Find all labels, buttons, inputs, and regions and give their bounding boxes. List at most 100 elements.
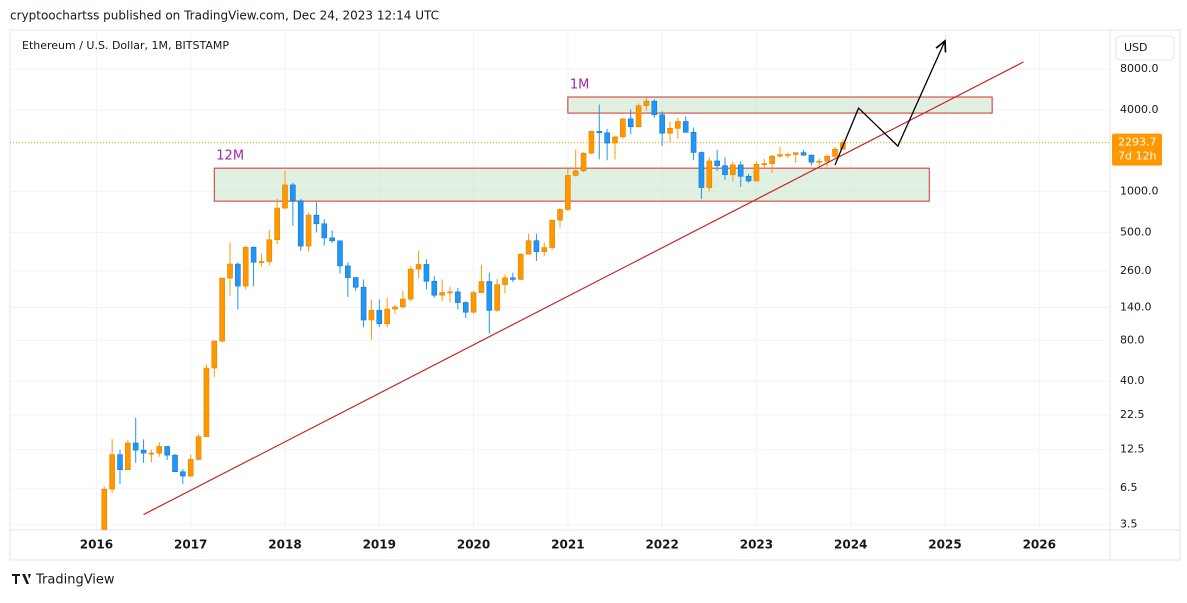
candle-body [682, 121, 689, 133]
candle-body [808, 154, 815, 163]
candle-body [376, 310, 383, 325]
candle-body [337, 240, 343, 267]
candle-body [266, 239, 273, 262]
candle-body [832, 148, 838, 157]
plot-area: 12M 1M [10, 61, 1110, 530]
trendline [143, 61, 1024, 516]
candle-body [541, 247, 548, 253]
zone-label: 1M [570, 78, 590, 93]
candle-body [753, 164, 760, 182]
candle-body [132, 442, 139, 451]
x-tick-label: 2019 [363, 538, 396, 552]
y-tick-label: 260.0 [1120, 264, 1152, 277]
candle-body [227, 263, 233, 279]
candle-body [745, 175, 752, 182]
candle-body [329, 237, 335, 242]
currency-label[interactable]: USD [1124, 41, 1148, 54]
last-price-label: 2293.7 [1118, 136, 1157, 149]
candle-body [470, 292, 477, 313]
candle-body [494, 284, 500, 311]
candle-body [769, 155, 775, 164]
candle-body [635, 105, 642, 128]
candle-body [415, 264, 422, 270]
y-tick-label: 140.0 [1120, 300, 1152, 313]
x-tick-label: 2018 [268, 538, 301, 552]
candle-body [321, 223, 328, 239]
candle-body [557, 209, 563, 221]
candle-body [730, 164, 736, 175]
candle-body [431, 280, 438, 296]
candle-body [305, 214, 312, 247]
candle-body [659, 114, 665, 134]
candle-body [800, 152, 807, 156]
candle-body [384, 308, 390, 325]
y-tick-label: 80.0 [1120, 333, 1145, 346]
symbol-title: Ethereum / U.S. Dollar, 1M, BITSTAMP [22, 39, 229, 52]
candle-body [722, 165, 728, 175]
candle-body [572, 170, 579, 176]
y-tick-label: 3.5 [1120, 518, 1138, 531]
candle-body [533, 240, 540, 253]
tradingview-logo [12, 574, 31, 584]
candle-body [777, 154, 783, 157]
candle-body [447, 291, 453, 294]
chart-frame [9, 29, 1181, 561]
x-tick-label: 2024 [834, 538, 867, 552]
candle-body [502, 277, 508, 285]
zone [213, 167, 930, 202]
candle-body [698, 152, 705, 188]
candle-body [667, 128, 673, 134]
candle-body [101, 488, 108, 530]
currency-button[interactable] [1115, 35, 1175, 61]
y-tick-label: 500.0 [1120, 225, 1152, 238]
x-tick-label: 2020 [457, 538, 490, 552]
candle-body [604, 132, 610, 144]
y-tick-label: 4000.0 [1120, 103, 1159, 116]
candle-body [651, 100, 658, 116]
candle-body [439, 292, 445, 296]
candle-body [352, 277, 359, 288]
publish-info: cryptoochartss published on TradingView.… [10, 9, 439, 23]
candle-body [368, 310, 375, 321]
candle-body [785, 154, 791, 156]
candle-body [549, 219, 555, 248]
candle-body [313, 214, 320, 225]
candle-body [455, 291, 461, 303]
candle-body [596, 131, 603, 134]
x-tick-label: 2026 [1023, 538, 1056, 552]
y-tick-label: 8000.0 [1120, 62, 1159, 75]
candle-body [714, 160, 720, 166]
candle-body [242, 246, 249, 287]
candle-body [816, 160, 823, 163]
candle-body [620, 118, 626, 138]
candle-body [423, 264, 430, 282]
candle-body [478, 281, 485, 293]
candle-body [235, 263, 241, 287]
candle-body [824, 156, 830, 162]
candle-body [345, 265, 351, 278]
axes: 3.5 6.5 12.5 22.5 40.0 80.0 140.0 260.0 500.0 100… [80, 62, 1162, 552]
candle-body [792, 152, 799, 155]
candle-body [109, 454, 115, 490]
candle-body [156, 446, 163, 454]
candle-body [486, 281, 493, 311]
candle-body [282, 184, 288, 209]
candle-body [219, 277, 225, 342]
last-price-badge [1112, 133, 1162, 166]
x-tick-label: 2025 [928, 538, 961, 552]
y-tick-label: 1000.0 [1120, 185, 1159, 198]
candle-body [180, 471, 186, 477]
zone [567, 96, 993, 114]
candle-body [250, 246, 257, 263]
candle-body [187, 459, 194, 477]
candle-body [360, 286, 367, 321]
candle-body [164, 446, 170, 456]
candle-body [588, 131, 595, 154]
candle-body [690, 132, 697, 153]
candle-body [140, 449, 147, 454]
candle-body [565, 175, 571, 210]
x-tick-label: 2021 [551, 538, 584, 552]
x-tick-label: 2022 [645, 538, 678, 552]
